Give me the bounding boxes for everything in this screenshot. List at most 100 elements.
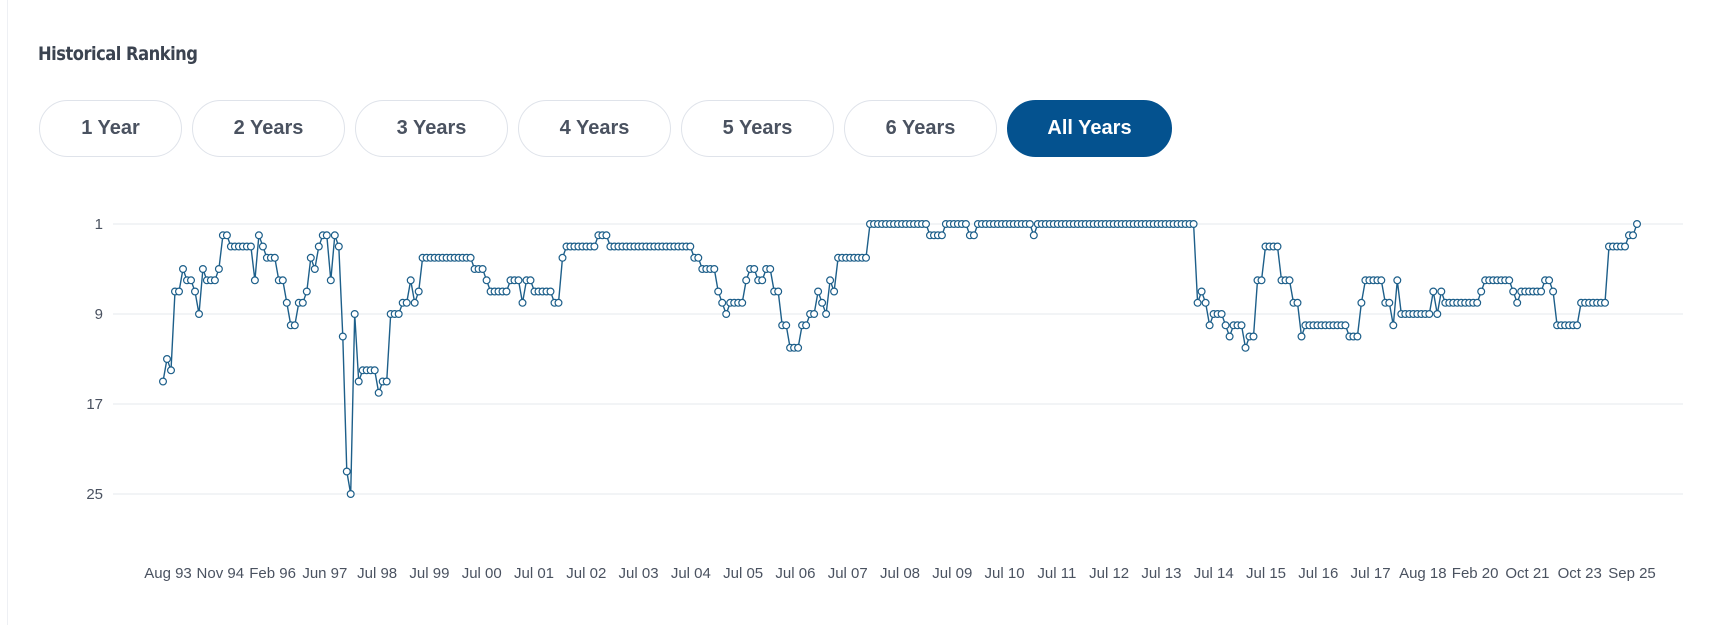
data-point[interactable] — [342, 467, 351, 476]
data-point[interactable] — [1025, 220, 1034, 229]
data-point[interactable] — [969, 231, 978, 240]
data-point[interactable] — [466, 253, 475, 262]
data-point[interactable] — [179, 265, 188, 274]
data-point[interactable] — [1357, 298, 1366, 307]
data-point[interactable] — [742, 276, 751, 285]
data-point[interactable] — [602, 231, 611, 240]
data-point[interactable] — [314, 242, 323, 251]
data-point[interactable] — [322, 231, 331, 240]
data-point[interactable] — [758, 276, 767, 285]
data-point[interactable] — [714, 287, 723, 296]
data-point[interactable] — [195, 310, 204, 319]
data-point[interactable] — [222, 231, 231, 240]
data-point[interactable] — [738, 298, 747, 307]
data-point[interactable] — [382, 377, 391, 386]
tab-5-years[interactable]: 5 Years — [681, 100, 834, 157]
data-point[interactable] — [826, 276, 835, 285]
data-point[interactable] — [774, 287, 783, 296]
data-point[interactable] — [254, 231, 263, 240]
tab-3-years[interactable]: 3 Years — [355, 100, 508, 157]
data-point[interactable] — [414, 287, 423, 296]
data-point[interactable] — [750, 265, 759, 274]
data-point[interactable] — [346, 490, 355, 499]
data-point[interactable] — [1273, 242, 1282, 251]
data-point[interactable] — [354, 377, 363, 386]
data-point[interactable] — [1545, 276, 1554, 285]
data-point[interactable] — [1241, 343, 1250, 352]
data-point[interactable] — [350, 310, 359, 319]
data-point[interactable] — [514, 276, 523, 285]
data-point[interactable] — [1429, 287, 1438, 296]
data-point[interactable] — [1285, 276, 1294, 285]
tab-1-year[interactable]: 1 Year — [39, 100, 182, 157]
data-point[interactable] — [246, 242, 255, 251]
data-point[interactable] — [937, 231, 946, 240]
data-point[interactable] — [782, 321, 791, 330]
data-point[interactable] — [546, 287, 555, 296]
data-point[interactable] — [278, 276, 287, 285]
data-point[interactable] — [210, 276, 219, 285]
tab-6-years[interactable]: 6 Years — [844, 100, 997, 157]
data-point[interactable] — [1221, 321, 1230, 330]
data-point[interactable] — [1249, 332, 1258, 341]
data-point[interactable] — [558, 253, 567, 262]
data-point[interactable] — [290, 321, 299, 330]
data-point[interactable] — [1477, 287, 1486, 296]
data-point[interactable] — [814, 287, 823, 296]
data-point[interactable] — [270, 253, 279, 262]
data-point[interactable] — [1425, 310, 1434, 319]
data-point[interactable] — [1549, 287, 1558, 296]
data-point[interactable] — [402, 298, 411, 307]
data-point[interactable] — [478, 265, 487, 274]
data-point[interactable] — [326, 276, 335, 285]
data-point[interactable] — [282, 298, 291, 307]
data-point[interactable] — [502, 287, 511, 296]
data-point[interactable] — [1620, 242, 1629, 251]
data-point[interactable] — [794, 343, 803, 352]
data-point[interactable] — [1257, 276, 1266, 285]
data-point[interactable] — [310, 265, 319, 274]
data-point[interactable] — [861, 253, 870, 262]
data-point[interactable] — [258, 242, 267, 251]
data-point[interactable] — [1029, 231, 1038, 240]
data-point[interactable] — [526, 276, 535, 285]
data-point[interactable] — [1389, 321, 1398, 330]
data-point[interactable] — [370, 366, 379, 375]
data-point[interactable] — [1189, 220, 1198, 229]
data-point[interactable] — [1293, 298, 1302, 307]
data-point[interactable] — [298, 298, 307, 307]
data-point[interactable] — [1600, 298, 1609, 307]
data-point[interactable] — [1632, 220, 1641, 229]
data-point[interactable] — [1297, 332, 1306, 341]
data-point[interactable] — [163, 355, 172, 364]
data-point[interactable] — [330, 231, 339, 240]
data-point[interactable] — [1537, 287, 1546, 296]
data-point[interactable] — [159, 377, 168, 386]
data-point[interactable] — [198, 265, 207, 274]
data-point[interactable] — [694, 253, 703, 262]
data-point[interactable] — [1385, 298, 1394, 307]
tab-2-years[interactable]: 2 Years — [192, 100, 345, 157]
data-point[interactable] — [830, 287, 839, 296]
data-point[interactable] — [1509, 287, 1518, 296]
data-point[interactable] — [338, 332, 347, 341]
data-point[interactable] — [302, 287, 311, 296]
data-point[interactable] — [961, 220, 970, 229]
data-point[interactable] — [1225, 332, 1234, 341]
data-point[interactable] — [1237, 321, 1246, 330]
data-point[interactable] — [921, 220, 930, 229]
data-point[interactable] — [810, 310, 819, 319]
data-point[interactable] — [374, 388, 383, 397]
data-point[interactable] — [818, 298, 827, 307]
data-point[interactable] — [1201, 298, 1210, 307]
data-point[interactable] — [1437, 287, 1446, 296]
data-point[interactable] — [1393, 276, 1402, 285]
tab-all-years[interactable]: All Years — [1007, 100, 1172, 157]
data-point[interactable] — [191, 287, 200, 296]
data-point[interactable] — [1573, 321, 1582, 330]
data-point[interactable] — [722, 310, 731, 319]
data-point[interactable] — [1505, 276, 1514, 285]
data-point[interactable] — [1628, 231, 1637, 240]
data-point[interactable] — [167, 366, 176, 375]
data-point[interactable] — [1377, 276, 1386, 285]
